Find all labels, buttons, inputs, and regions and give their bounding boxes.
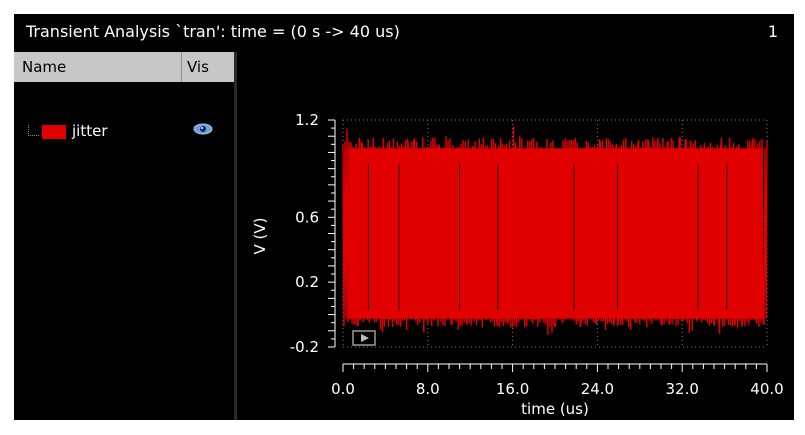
- x-tick-label: 32.0: [665, 380, 698, 398]
- y-tick-labels: 1.2 0.6 0.2 -0.2: [290, 111, 319, 356]
- column-header-vis[interactable]: Vis: [182, 52, 234, 82]
- waveform-trace: [342, 126, 768, 335]
- signal-row-jitter[interactable]: jitter: [14, 120, 234, 144]
- waveform-window: Transient Analysis `tran': time = (0 s -…: [14, 14, 794, 420]
- window-title: Transient Analysis `tran': time = (0 s -…: [26, 22, 400, 41]
- y-tick-label: 0.2: [295, 273, 319, 291]
- y-tick-label: 1.2: [295, 111, 319, 129]
- x-tick-label: 40.0: [750, 380, 783, 398]
- signal-label: jitter: [72, 122, 108, 140]
- x-tick-labels: 0.0 8.0 16.0 24.0 32.0 40.0: [331, 380, 784, 398]
- play-button[interactable]: [352, 330, 376, 346]
- y-axis-label: V (V): [251, 218, 269, 255]
- y-tick-label: -0.2: [290, 338, 319, 356]
- signal-list-panel: Name Vis jitter: [14, 52, 234, 420]
- plot-axes: [328, 119, 768, 372]
- tree-connector: [28, 125, 39, 136]
- x-tick-label: 16.0: [496, 380, 529, 398]
- waveform-plot[interactable]: 1.2 0.6 0.2 -0.2 0.0 8.0 16.0 24.0 32.0 40.0 V (…: [237, 52, 794, 420]
- x-tick-label: 24.0: [581, 380, 614, 398]
- signal-color-swatch[interactable]: [42, 125, 66, 139]
- panel-divider[interactable]: [234, 52, 237, 420]
- jitter-waveform: [342, 126, 768, 335]
- title-bar: Transient Analysis `tran': time = (0 s -…: [14, 14, 794, 52]
- y-tick-label: 0.6: [295, 208, 319, 226]
- x-axis-label: time (us): [521, 400, 589, 418]
- eye-icon[interactable]: [192, 120, 214, 142]
- window-number: 1: [767, 22, 778, 41]
- column-header-name[interactable]: Name: [14, 52, 182, 82]
- x-tick-label: 0.0: [331, 380, 355, 398]
- x-tick-label: 8.0: [416, 380, 440, 398]
